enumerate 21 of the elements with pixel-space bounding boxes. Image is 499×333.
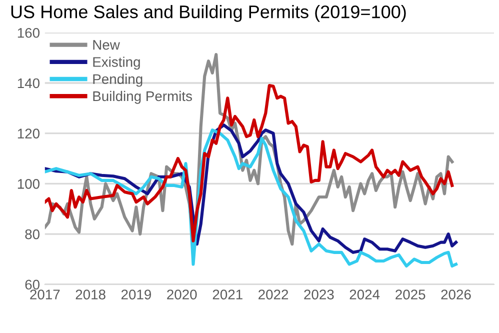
legend-label: Pending	[93, 74, 142, 87]
x-tick-label: 2018	[76, 290, 106, 300]
y-tick-label: 160	[18, 28, 40, 38]
chart-title: US Home Sales and Building Permits (2019=100)	[11, 4, 406, 22]
x-tick-label: 2019	[121, 290, 151, 300]
y-tick-label: 60	[25, 280, 40, 290]
y-tick-label: 120	[18, 128, 40, 138]
legend-label: Existing	[93, 56, 140, 70]
y-tick-label: 80	[25, 229, 40, 240]
y-tick-label: 100	[18, 179, 40, 189]
x-tick-label: 2021	[212, 290, 242, 300]
legend-label: New	[93, 40, 120, 50]
x-tick-label: 2022	[258, 290, 288, 300]
x-tick-label: 2020	[167, 290, 197, 300]
x-tick-label: 2017	[30, 290, 60, 300]
x-tick-label: 2023	[304, 290, 334, 300]
legend-label: Building Permits	[93, 90, 192, 104]
x-tick-label: 2026	[441, 290, 471, 300]
y-tick-label: 140	[18, 78, 40, 88]
x-tick-label: 2025	[396, 290, 426, 300]
x-tick-label: 2024	[350, 290, 380, 300]
